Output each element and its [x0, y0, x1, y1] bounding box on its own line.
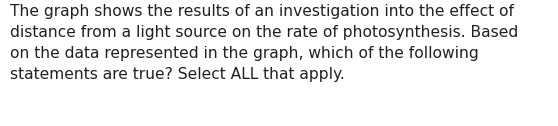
- Text: The graph shows the results of an investigation into the effect of
distance from: The graph shows the results of an invest…: [10, 4, 518, 83]
